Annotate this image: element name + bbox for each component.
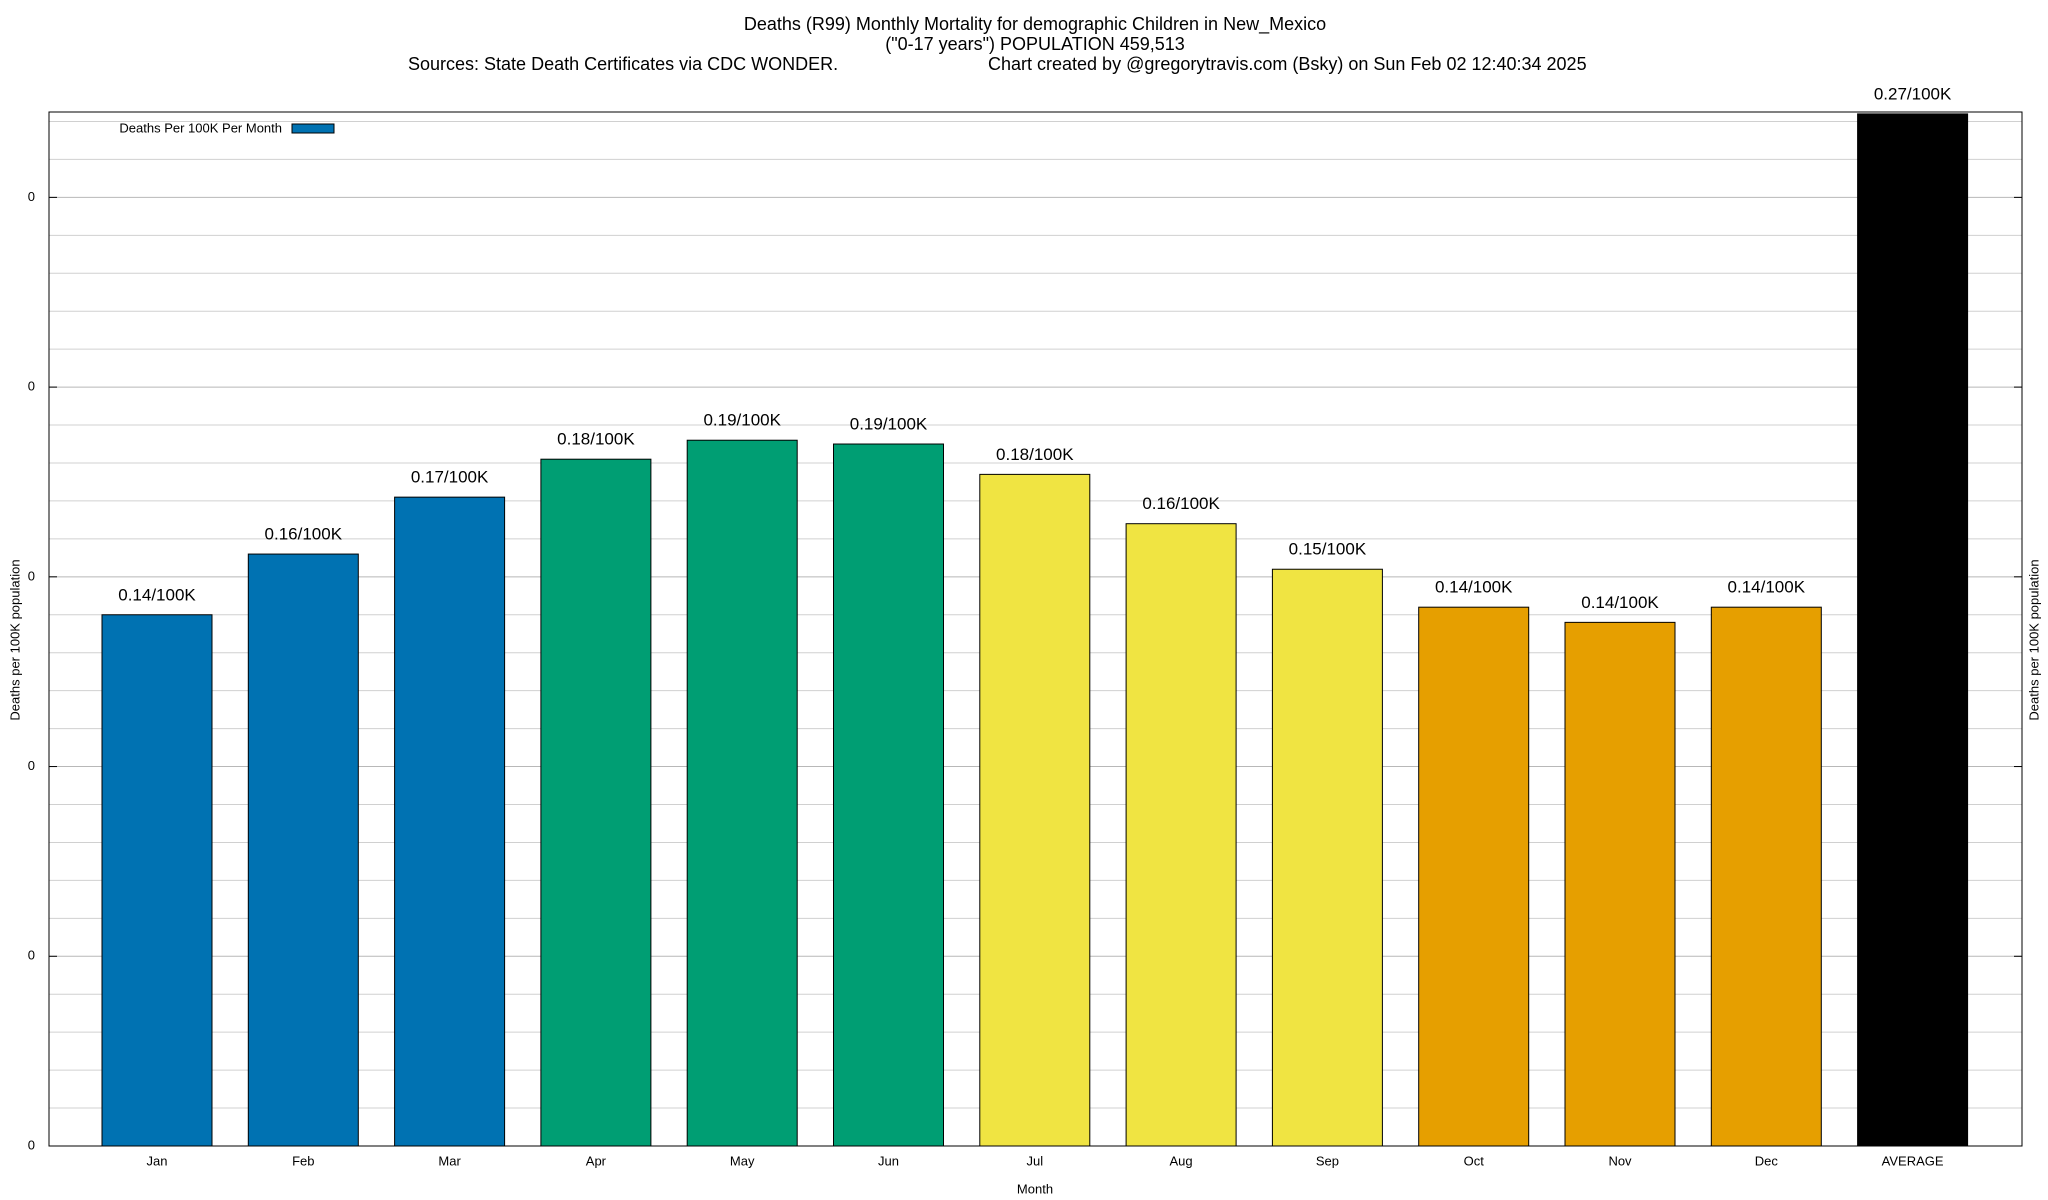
y-tick-label: 0 xyxy=(28,948,35,963)
sources: Sources: State Death Certificates via CD… xyxy=(408,54,838,74)
data-label: 0.14/100K xyxy=(1581,593,1659,612)
data-label: 0.16/100K xyxy=(265,525,343,544)
x-tick-label: Jun xyxy=(878,1153,899,1168)
data-label: 0.18/100K xyxy=(996,445,1074,464)
bar xyxy=(394,496,506,1147)
x-tick-label: Dec xyxy=(1755,1153,1779,1168)
legend-swatch xyxy=(291,123,335,134)
bar xyxy=(1125,523,1237,1147)
y-tick-label: 0 xyxy=(28,1137,35,1152)
x-tick-label: Nov xyxy=(1608,1153,1632,1168)
x-tick-label: Mar xyxy=(438,1153,461,1168)
y-axis-label: Deaths per 100K population xyxy=(7,559,22,720)
data-label: 0.14/100K xyxy=(118,585,196,604)
plot-frame xyxy=(48,111,2023,1147)
bar xyxy=(979,473,1091,1147)
bar xyxy=(1857,113,1969,1147)
x-tick-label: AVERAGE xyxy=(1882,1153,1944,1168)
x-tick-label: Feb xyxy=(292,1153,314,1168)
data-label: 0.18/100K xyxy=(557,430,635,449)
x-tick-label: May xyxy=(730,1153,755,1168)
x-tick-label: Oct xyxy=(1464,1153,1485,1168)
data-label: 0.16/100K xyxy=(1142,494,1220,513)
bar xyxy=(1564,621,1676,1147)
y-tick-label: 0 xyxy=(28,758,35,773)
y-tick-label: 0 xyxy=(28,189,35,204)
bar xyxy=(686,439,798,1147)
data-label: 0.15/100K xyxy=(1289,540,1367,559)
bar xyxy=(833,443,944,1147)
bar xyxy=(1271,568,1383,1147)
bar xyxy=(247,553,359,1147)
y2-axis-label: Deaths per 100K population xyxy=(2026,559,2041,720)
x-tick-label: Aug xyxy=(1170,1153,1193,1168)
bar xyxy=(1710,606,1822,1147)
x-tick-label: Apr xyxy=(586,1153,607,1168)
x-tick-label: Jan xyxy=(147,1153,168,1168)
x-tick-label: Jul xyxy=(1026,1153,1043,1168)
data-label: 0.19/100K xyxy=(703,411,781,430)
credit: Chart created by @gregorytravis.com (Bsk… xyxy=(988,54,1587,74)
data-label: 0.14/100K xyxy=(1435,578,1513,597)
bar xyxy=(1418,606,1530,1147)
data-label: 0.17/100K xyxy=(411,468,489,487)
chart-title: Deaths (R99) Monthly Mortality for demog… xyxy=(744,14,1326,35)
chart-subtitle: ("0-17 years") POPULATION 459,513 xyxy=(885,34,1185,54)
data-label: 0.14/100K xyxy=(1728,578,1806,597)
y-tick-label: 0 xyxy=(28,379,35,394)
y-tick-label: 0 xyxy=(28,568,35,583)
bar xyxy=(540,458,652,1147)
data-label: 0.19/100K xyxy=(850,415,928,434)
x-tick-label: Sep xyxy=(1316,1153,1339,1168)
x-axis-label: Month xyxy=(1017,1181,1053,1196)
legend-label: Deaths Per 100K Per Month xyxy=(119,120,282,135)
bar xyxy=(101,614,213,1147)
data-label: 0.27/100K xyxy=(1874,84,1952,103)
